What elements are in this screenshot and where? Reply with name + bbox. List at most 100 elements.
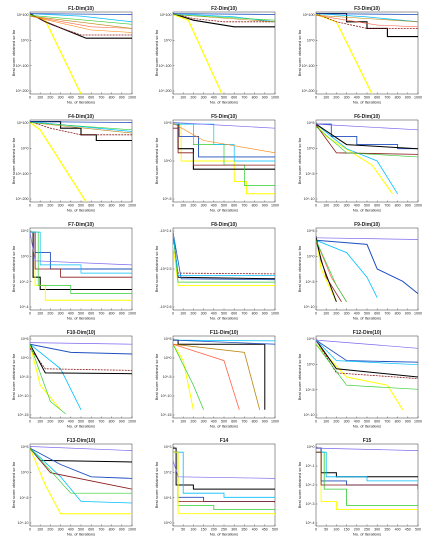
series-line <box>173 122 275 129</box>
x-tick-label: 700 <box>384 96 390 100</box>
x-tick-label: 700 <box>241 96 247 100</box>
chart-title: F4-Dim(10) <box>68 114 94 120</box>
chart-panel: F4-Dim(10)0 100 200 300 400 500 600 700 800 900 10… <box>11 114 136 213</box>
x-tick-label: 200 <box>190 420 196 424</box>
x-tick-label: 450 <box>405 528 411 532</box>
chart-panel: F8-Dim(10) 0 100 200 300 400 500 600 700 800 900 10… <box>154 222 279 321</box>
x-tick-label: 1000 <box>271 312 279 316</box>
series-line <box>173 14 275 21</box>
y-tick-label: 10^0 <box>164 521 172 525</box>
x-tick-label: 400 <box>68 312 74 316</box>
y-tick-label: 10^-10 <box>161 394 172 398</box>
y-tick-label: -10^2.5 <box>160 267 172 271</box>
x-tick-label: 700 <box>98 528 104 532</box>
x-tick-label: 0 <box>172 312 174 316</box>
x-tick-label: 600 <box>374 312 380 316</box>
y-axis-label: Best score obtained so far <box>11 461 16 508</box>
series-line <box>316 240 347 302</box>
y-tick-label: -10^2.6 <box>160 305 172 309</box>
series-line <box>30 343 132 375</box>
y-tick-label: 10^0 <box>164 159 172 163</box>
series-line <box>30 13 132 36</box>
x-tick-label: 600 <box>88 312 94 316</box>
y-tick-label: 10^-5 <box>20 496 29 500</box>
x-tick-label: 100 <box>323 204 329 208</box>
series-line <box>316 343 418 390</box>
series-line <box>173 123 275 186</box>
series-line <box>30 15 132 25</box>
x-tick-label: 50 <box>324 528 328 532</box>
x-tick-label: 700 <box>241 312 247 316</box>
chart-title: F11-Dim(10) <box>210 330 239 336</box>
x-tick-label: 300 <box>344 312 350 316</box>
series-line <box>30 447 132 490</box>
x-tick-label: 900 <box>405 96 411 100</box>
x-tick-label: 200 <box>333 420 339 424</box>
x-tick-label: 800 <box>395 96 401 100</box>
chart-title: F8-Dim(10) <box>211 222 237 228</box>
series-line <box>30 343 132 355</box>
y-axis-label: Best score obtained so far <box>297 461 302 508</box>
chart-panel: F10-Dim(10)0 100 200 300 400 500 600 700 800 900 1… <box>11 330 136 429</box>
x-tick-label: 200 <box>333 204 339 208</box>
x-tick-label: 800 <box>109 96 115 100</box>
chart-title: F3-Dim(10) <box>354 6 380 12</box>
x-tick-label: 900 <box>262 96 268 100</box>
y-tick-label: 10^100 <box>160 13 172 17</box>
x-tick-label: 900 <box>119 420 125 424</box>
y-axis-label: Best score obtained so far <box>297 137 302 184</box>
series-line <box>316 239 418 294</box>
x-tick-label: 500 <box>221 96 227 100</box>
y-tick-label: 10^0 <box>307 255 315 259</box>
y-tick-label: 10^0 <box>21 147 29 151</box>
x-tick-label: 600 <box>88 420 94 424</box>
x-tick-label: 700 <box>384 420 390 424</box>
x-tick-label: 900 <box>119 204 125 208</box>
y-tick-label: 10^3 <box>164 445 172 449</box>
series-line <box>316 13 418 29</box>
series-line <box>316 339 418 363</box>
y-tick-label: 10^-100 <box>16 172 29 176</box>
plot-area <box>315 227 419 311</box>
y-tick-label: 10^5 <box>21 337 29 341</box>
chart-title: F9-Dim(10) <box>354 222 380 228</box>
x-tick-label: 200 <box>47 528 53 532</box>
x-tick-label: 100 <box>323 96 329 100</box>
chart-title: F5-Dim(10) <box>211 114 237 120</box>
x-tick-label: 200 <box>333 96 339 100</box>
x-tick-label: 600 <box>231 312 237 316</box>
x-tick-label: 600 <box>374 420 380 424</box>
x-tick-label: 500 <box>78 528 84 532</box>
chart-title: F1-Dim(10) <box>68 6 94 12</box>
series-line <box>316 339 418 378</box>
series-line <box>316 15 418 23</box>
x-tick-label: 1000 <box>128 420 136 424</box>
x-tick-label: 350 <box>241 528 247 532</box>
x-tick-label: 800 <box>395 312 401 316</box>
series-line <box>316 13 418 38</box>
series-line <box>173 13 223 94</box>
x-tick-label: 0 <box>29 204 31 208</box>
x-axis-label: No. of Iterations <box>67 424 95 429</box>
series-line <box>30 15 132 29</box>
series-line <box>173 13 275 15</box>
series-line <box>30 13 132 15</box>
x-tick-label: 0 <box>315 204 317 208</box>
x-tick-label: 400 <box>211 420 217 424</box>
x-tick-label: 300 <box>201 96 207 100</box>
x-tick-label: 400 <box>211 312 217 316</box>
series-line <box>173 339 275 345</box>
x-tick-label: 700 <box>98 204 104 208</box>
series-line <box>173 232 275 281</box>
series-line <box>316 239 378 298</box>
x-tick-label: 0 <box>29 312 31 316</box>
chart-panel: F5-Dim(10)0 100 200 300 400 500 600 700 800 900 10… <box>154 114 279 213</box>
x-tick-label: 500 <box>78 420 84 424</box>
y-axis-label: Best score obtained so far <box>154 353 159 400</box>
x-axis-label: No. of Iterations <box>210 208 238 213</box>
series-line <box>30 121 132 123</box>
chart-title: F14 <box>220 438 229 444</box>
y-tick-label: 10^0 <box>307 363 315 367</box>
x-tick-label: 150 <box>344 528 350 532</box>
x-tick-label: 800 <box>109 204 115 208</box>
